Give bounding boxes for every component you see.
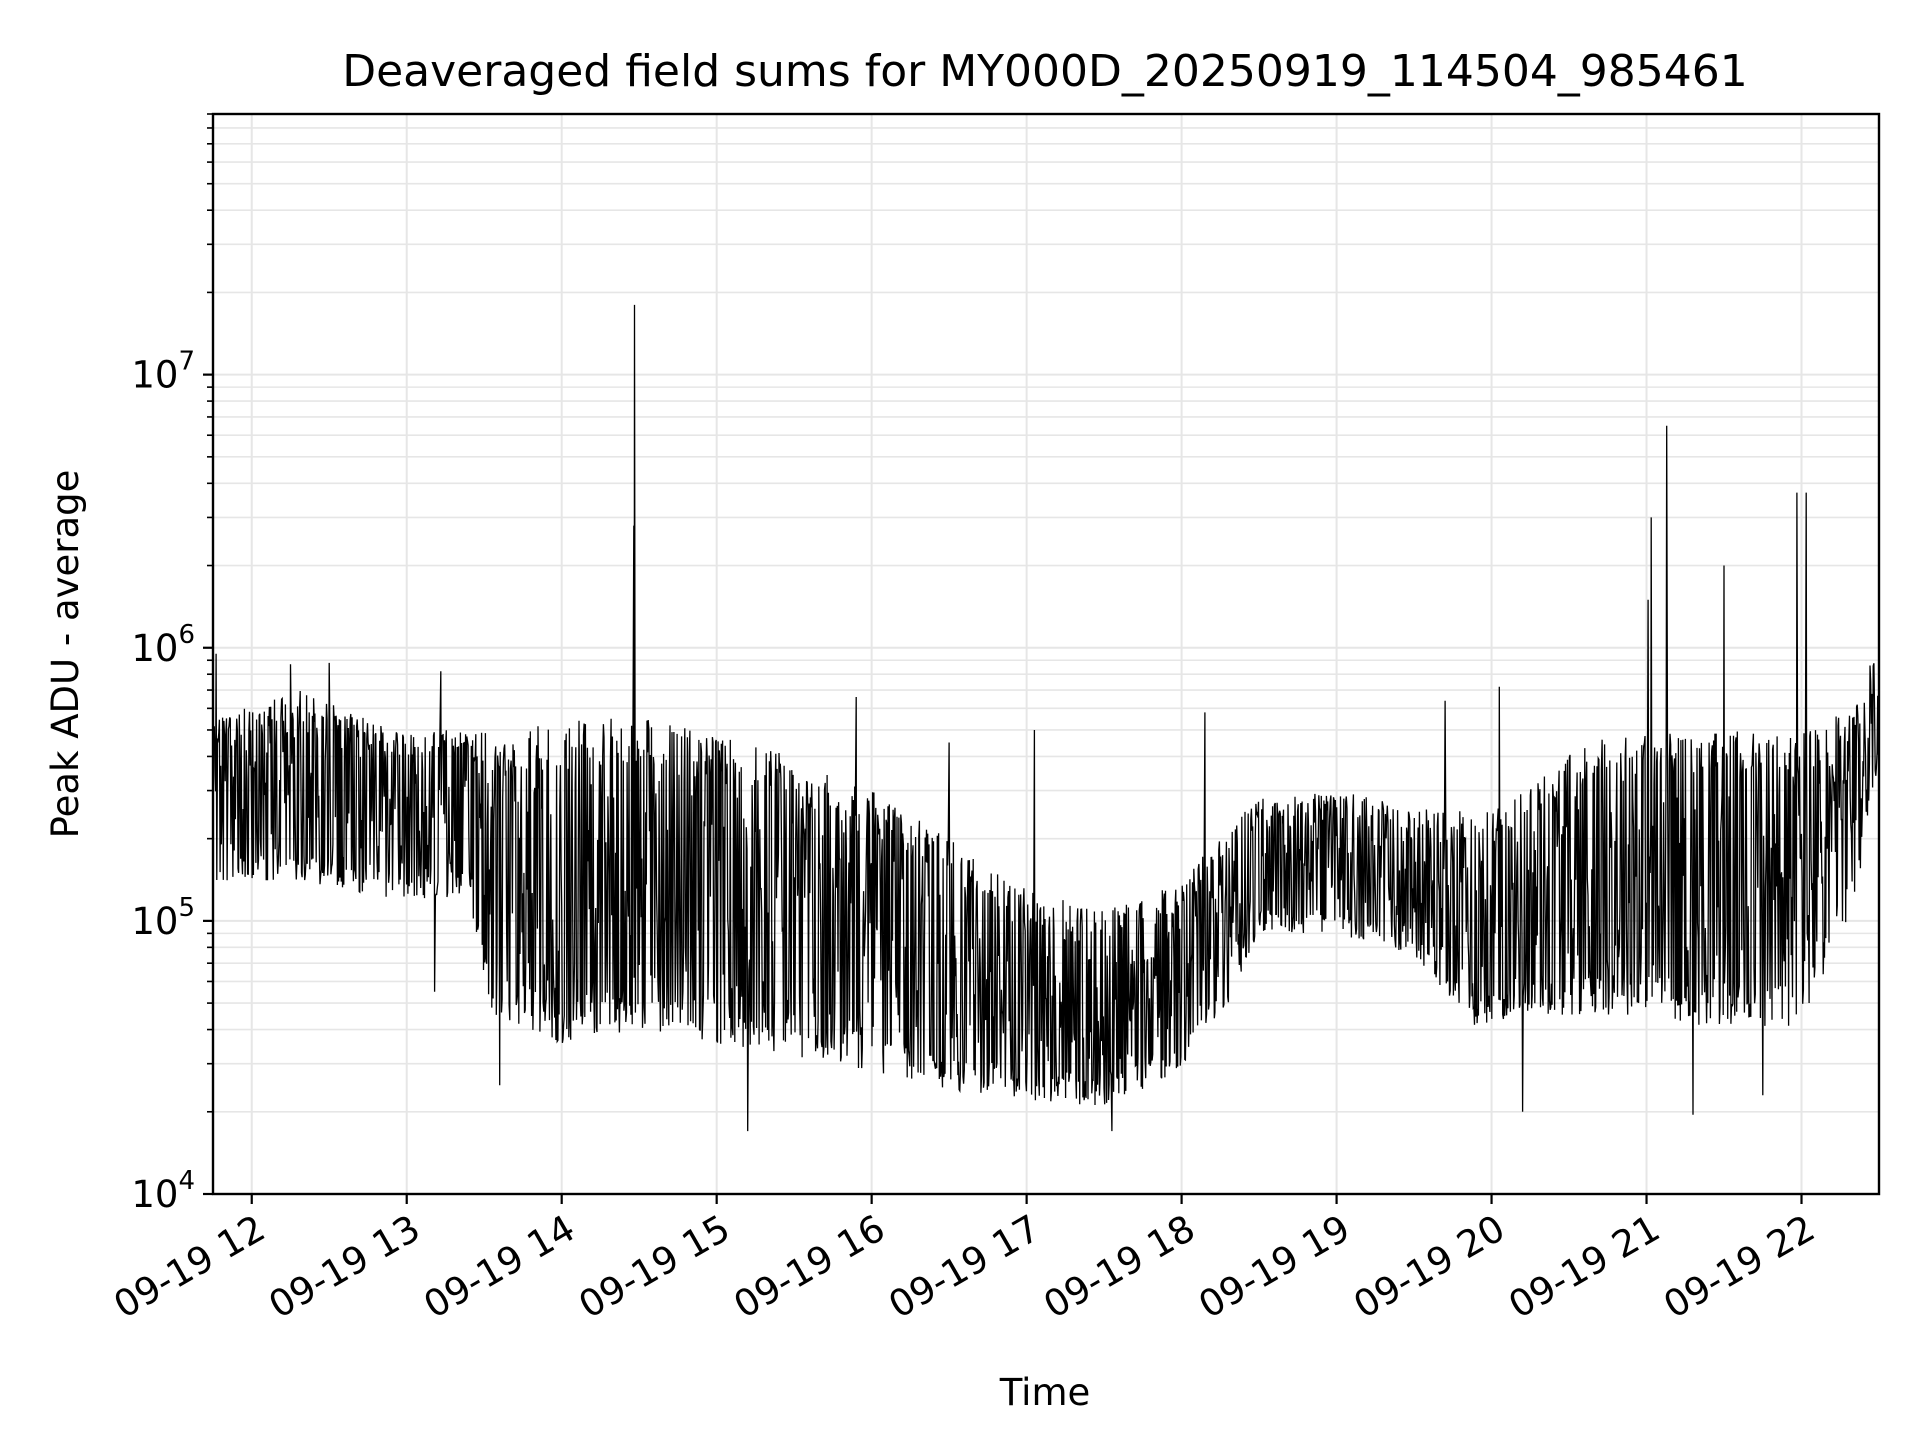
- y-tick-label: 104: [131, 1166, 195, 1216]
- y-tick-label: 107: [131, 347, 195, 397]
- series-line: [212, 304, 1880, 1132]
- y-tick-label: 106: [131, 620, 195, 670]
- chart-title: Deaveraged field sums for MY000D_2025091…: [342, 46, 1748, 97]
- plot-frame: [211, 112, 1881, 1196]
- x-axis-label: Time: [999, 1371, 1091, 1414]
- y-axis-label: Peak ADU - average: [44, 470, 87, 839]
- series: [212, 304, 1880, 1132]
- y-tick-label: 105: [131, 893, 195, 943]
